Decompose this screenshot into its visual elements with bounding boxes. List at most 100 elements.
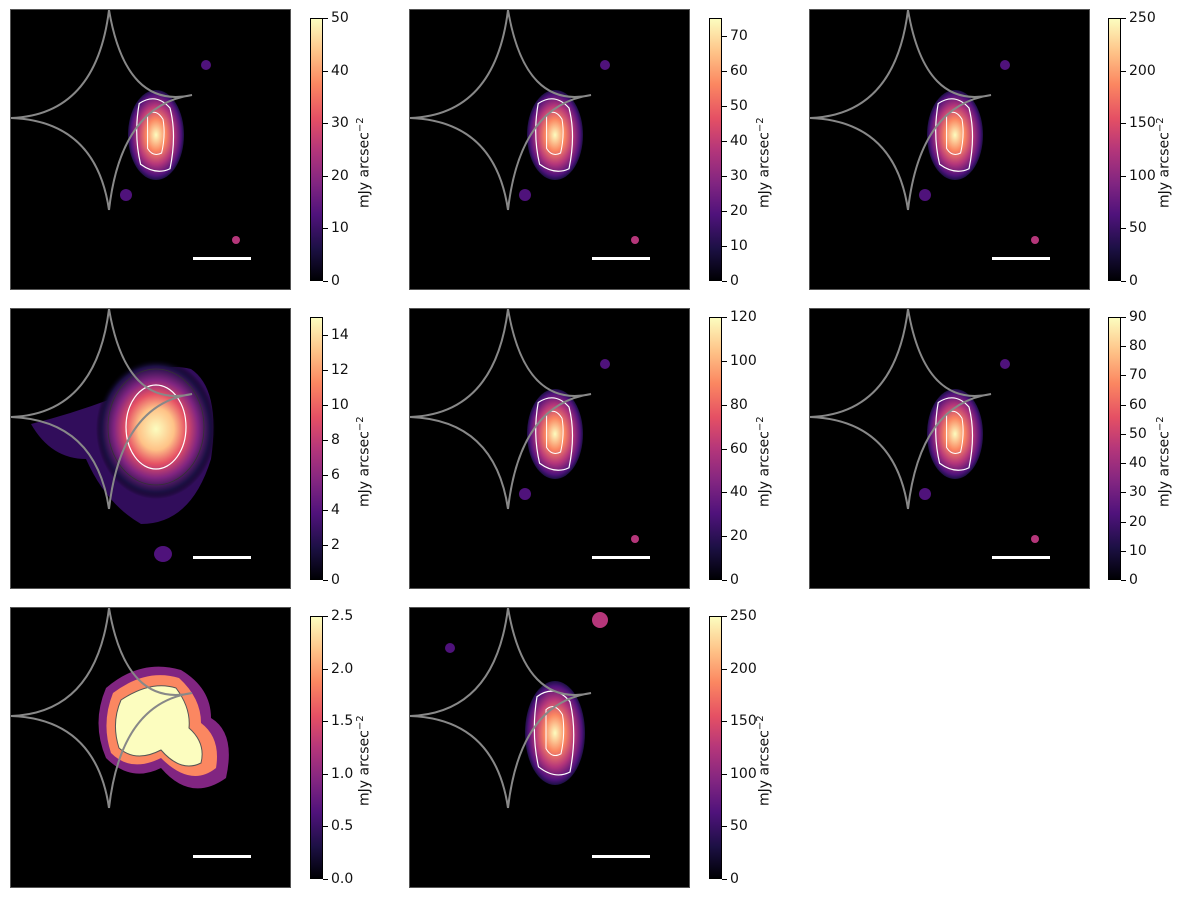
unit-exponent: −2	[355, 117, 366, 133]
emission-map	[410, 608, 608, 809]
scale-bar-line	[992, 556, 1050, 559]
colorbar-unit-label: mJy arcsec−2	[755, 117, 773, 208]
colorbar-tick-label: 100	[1129, 168, 1156, 184]
colorbar-tick-label: 30	[1129, 484, 1147, 500]
colorbar-tick	[323, 616, 328, 617]
colorbar-tick	[323, 281, 328, 282]
colorbar	[709, 317, 722, 580]
colorbar-tick	[323, 774, 328, 775]
emission-map	[410, 309, 639, 543]
colorbar-unit-label: mJy arcsec−2	[355, 715, 373, 806]
scale-bar	[592, 555, 650, 559]
colorbar-unit-label: mJy arcsec−2	[1155, 416, 1173, 507]
colorbar-tick	[722, 449, 727, 450]
colorbar-tick-label: 60	[730, 441, 748, 457]
scale-bar	[193, 555, 251, 559]
colorbar-tick	[722, 36, 727, 37]
colorbar-tick	[323, 335, 328, 336]
colorbar	[709, 18, 722, 281]
unit-exponent: −2	[755, 416, 766, 432]
emission-map	[410, 10, 639, 244]
colorbar-tick-label: 1.0	[331, 766, 354, 782]
unit-exponent: −2	[755, 715, 766, 731]
colorbar-tick	[323, 879, 328, 880]
colorbar-tick	[323, 475, 328, 476]
colorbar-unit-label: mJy arcsec−2	[1155, 117, 1173, 208]
colorbar-tick	[1121, 375, 1126, 376]
unit-exponent: −2	[1155, 117, 1166, 133]
unit-text: mJy arcsec	[756, 132, 773, 208]
colorbar-tick-label: 250	[1129, 10, 1156, 26]
colorbar-tick-label: 50	[730, 818, 748, 834]
unit-text: mJy arcsec	[356, 132, 373, 208]
scale-bar-line	[193, 257, 251, 260]
colorbar-tick	[323, 826, 328, 827]
scale-bar	[992, 555, 1050, 559]
colorbar-tick	[1121, 463, 1126, 464]
colorbar-tick	[323, 545, 328, 546]
colorbar-tick	[323, 669, 328, 670]
colorbar-tick-label: 40	[730, 484, 748, 500]
colorbar-tick-label: 40	[730, 133, 748, 149]
scale-bar-line	[193, 556, 251, 559]
colorbar-tick	[323, 440, 328, 441]
colorbar-tick-label: 20	[331, 168, 349, 184]
colorbar-tick	[1121, 551, 1126, 552]
colorbar-tick-label: 0	[730, 273, 739, 289]
emission-map	[11, 608, 229, 809]
colorbar-tick-label: 0	[1129, 273, 1138, 289]
colorbar-tick	[722, 536, 727, 537]
map-panel	[409, 308, 690, 589]
scale-bar	[193, 256, 251, 260]
colorbar	[310, 18, 323, 281]
colorbar-tick	[722, 774, 727, 775]
scale-bar	[592, 854, 650, 858]
colorbar-tick-label: 2	[331, 537, 340, 553]
colorbar-tick-label: 0.0	[331, 871, 354, 887]
colorbar-tick-label: 30	[730, 168, 748, 184]
scale-bar-line	[992, 257, 1050, 260]
colorbar-tick	[722, 492, 727, 493]
colorbar-tick-label: 8	[331, 432, 340, 448]
colorbar-tick-label: 6	[331, 467, 340, 483]
map-panel	[409, 607, 690, 888]
colorbar-tick	[1121, 176, 1126, 177]
colorbar-tick	[1121, 434, 1126, 435]
colorbar-tick-label: 120	[730, 309, 757, 325]
colorbar-tick	[722, 106, 727, 107]
colorbar-tick	[1121, 492, 1126, 493]
colorbar-tick	[1121, 346, 1126, 347]
colorbar-tick-label: 10	[331, 220, 349, 236]
unit-exponent: −2	[355, 416, 366, 432]
colorbar-tick-label: 60	[730, 63, 748, 79]
colorbar-tick	[722, 361, 727, 362]
scale-bar	[592, 256, 650, 260]
colorbar-tick-label: 12	[331, 362, 349, 378]
colorbar-tick-label: 20	[730, 203, 748, 219]
scale-bar-line	[592, 556, 650, 559]
colorbar-unit-label: mJy arcsec−2	[755, 715, 773, 806]
colorbar-tick	[722, 879, 727, 880]
colorbar-tick	[323, 370, 328, 371]
colorbar-tick-label: 4	[331, 502, 340, 518]
colorbar-tick	[1121, 281, 1126, 282]
colorbar-tick	[722, 669, 727, 670]
map-panel	[409, 9, 690, 290]
scale-bar	[193, 854, 251, 858]
map-panel	[10, 9, 291, 290]
colorbar-tick	[722, 580, 727, 581]
colorbar-tick-label: 2.0	[331, 661, 354, 677]
unit-text: mJy arcsec	[1156, 132, 1173, 208]
scale-bar	[992, 256, 1050, 260]
unit-text: mJy arcsec	[756, 730, 773, 806]
colorbar-tick-label: 50	[331, 10, 349, 26]
colorbar-tick	[722, 176, 727, 177]
unit-text: mJy arcsec	[756, 431, 773, 507]
scale-bar-line	[592, 257, 650, 260]
emission-map	[11, 10, 240, 244]
colorbar-tick-label: 70	[1129, 367, 1147, 383]
colorbar-tick	[323, 18, 328, 19]
colorbar-tick	[1121, 71, 1126, 72]
colorbar-tick-label: 10	[730, 238, 748, 254]
colorbar-tick	[323, 123, 328, 124]
